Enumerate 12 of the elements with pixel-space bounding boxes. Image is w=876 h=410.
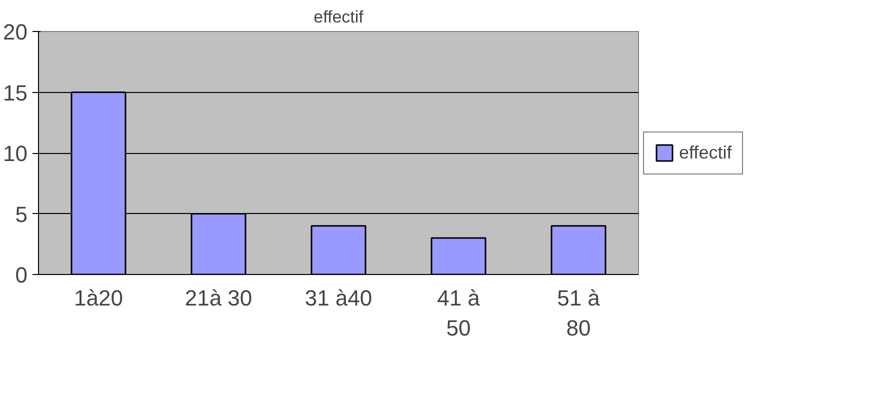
y-tick-label: 0 [15,262,28,288]
x-tick-label: 21à 30 [184,286,252,310]
chart-title: effectif [314,8,364,26]
x-tick-label: 51 à 80 [557,286,601,340]
legend-label: effectif [679,142,732,163]
x-tick-label: 31 à40 [304,286,372,310]
x-tick-label: 1à20 [74,286,123,310]
y-tick-label: 10 [3,141,28,166]
y-tick-label: 15 [3,80,28,106]
y-tick-label: 5 [15,202,28,227]
y-tick-label: 20 [3,20,28,44]
x-tick-label: 41 à 50 [437,286,481,340]
